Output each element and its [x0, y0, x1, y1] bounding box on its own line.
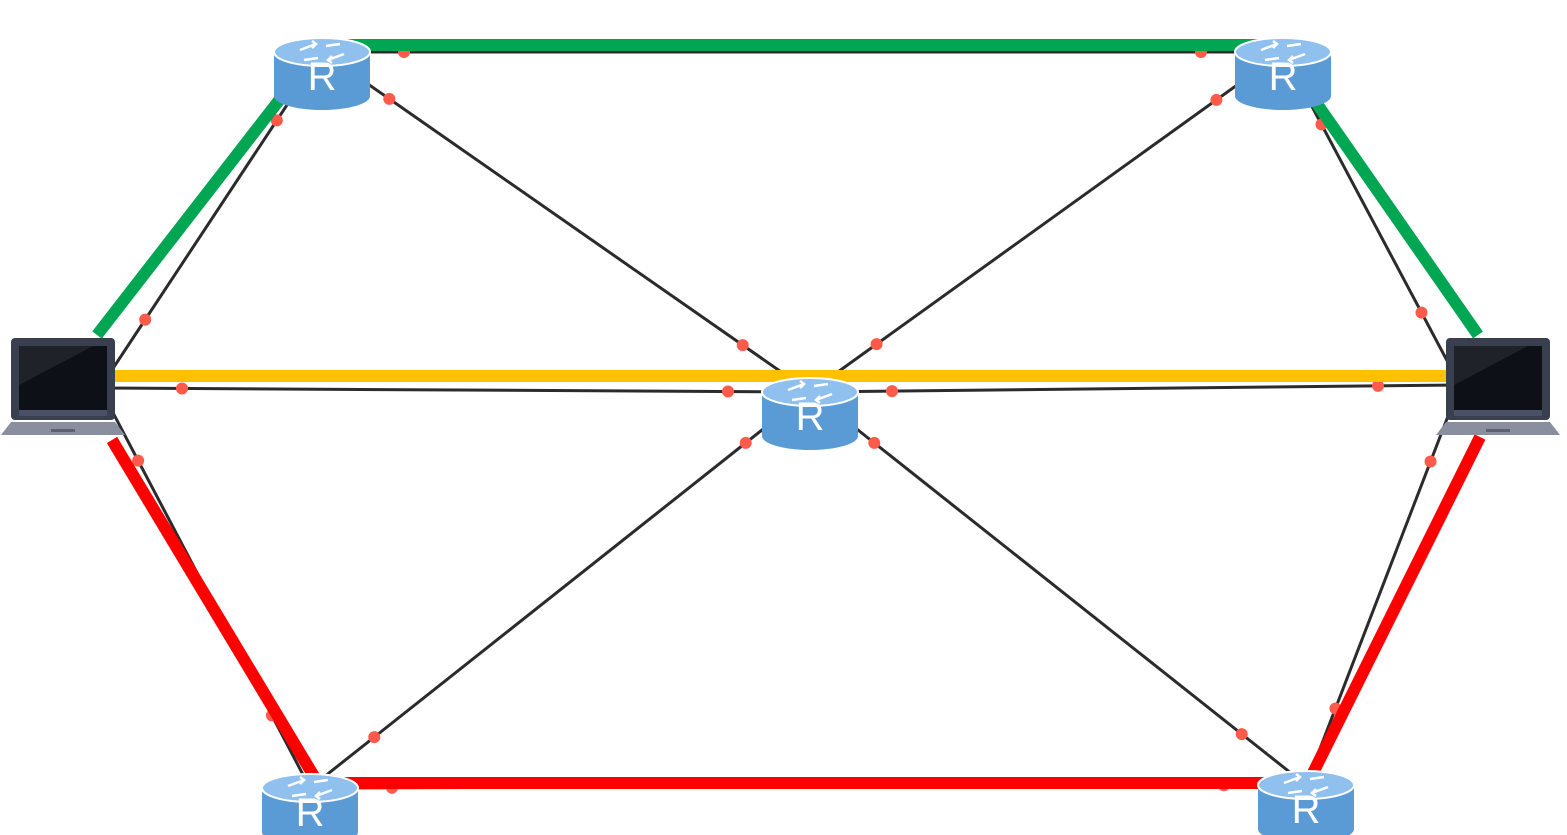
- router-center-router-icon[interactable]: R: [761, 377, 859, 450]
- port-dot: [870, 338, 883, 351]
- port-dot: [739, 436, 752, 449]
- port-dot: [1415, 306, 1428, 319]
- port-dot: [736, 339, 749, 352]
- link-router-top-left-to-router-center: [321, 50, 811, 394]
- router-label: R: [308, 55, 337, 99]
- port-dot: [868, 436, 881, 449]
- laptop-right-laptop-icon[interactable]: [1436, 338, 1560, 435]
- link-router-bottom-right-to-laptop-right: [1304, 384, 1462, 786]
- port-dot: [132, 454, 145, 467]
- port-dot: [1424, 455, 1437, 468]
- port-dot: [1210, 93, 1223, 106]
- green-path: [92, 39, 1483, 339]
- port-dot: [368, 731, 381, 744]
- port-dot: [139, 313, 152, 326]
- port-dot: [270, 114, 283, 127]
- port-dot: [383, 92, 396, 105]
- port-dot: [175, 382, 188, 395]
- red-path: [106, 434, 1486, 789]
- router-top-right-router-icon[interactable]: R: [1234, 37, 1332, 110]
- nodes-layer: R R R R R: [1, 37, 1560, 835]
- router-bottom-left-router-icon[interactable]: R: [261, 773, 359, 835]
- router-label: R: [796, 395, 825, 439]
- router-bottom-right-router-icon[interactable]: R: [1257, 770, 1355, 835]
- router-label: R: [1269, 55, 1298, 99]
- link-router-top-right-to-router-center: [809, 50, 1284, 394]
- link-router-center-to-laptop-right: [809, 383, 1461, 394]
- port-dot: [1372, 379, 1385, 392]
- link-laptop-left-to-router-top-left: [98, 51, 324, 389]
- port-dot: [1235, 728, 1248, 741]
- laptop-left-laptop-icon[interactable]: [1, 338, 125, 435]
- router-label: R: [1292, 788, 1321, 832]
- highlighted-paths-layer: [92, 39, 1486, 789]
- router-top-left-router-icon[interactable]: R: [273, 37, 371, 110]
- link-laptop-left-to-router-center: [99, 386, 811, 394]
- link-router-bottom-right-to-router-center: [809, 390, 1307, 787]
- port-dots-layer: [132, 46, 1437, 794]
- port-dot: [722, 385, 735, 398]
- router-label: R: [296, 791, 325, 835]
- port-dot: [885, 385, 898, 398]
- link-router-bottom-left-to-router-center: [309, 390, 811, 790]
